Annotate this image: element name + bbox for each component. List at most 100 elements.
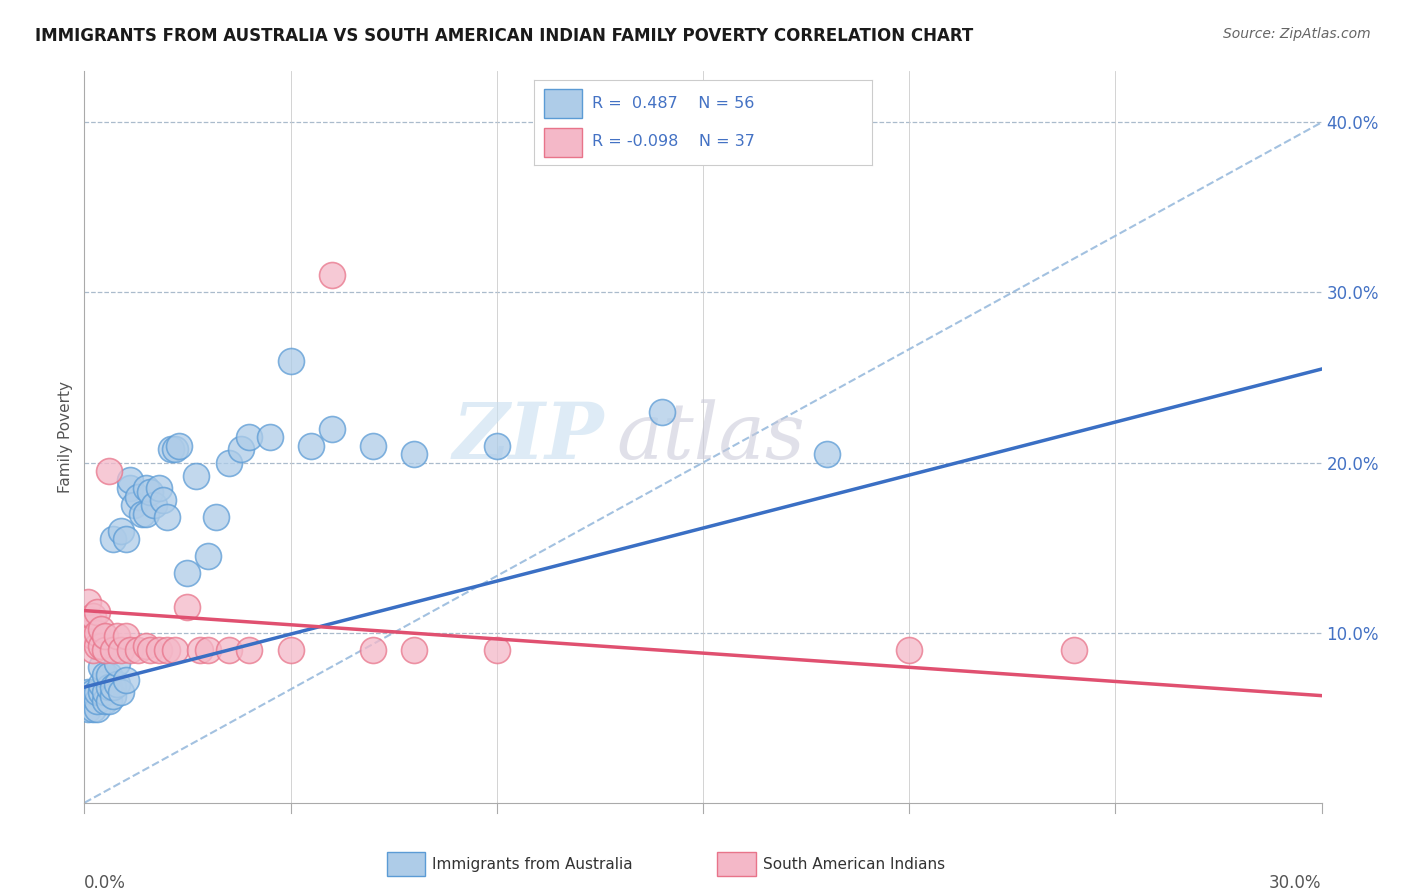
Point — [110, 524, 132, 538]
Point — [148, 481, 170, 495]
Point — [110, 685, 132, 699]
Point — [280, 642, 302, 657]
Point — [165, 442, 187, 456]
Point — [127, 642, 149, 657]
Point — [86, 685, 108, 699]
Point — [176, 566, 198, 581]
Point — [299, 439, 322, 453]
Point — [77, 702, 100, 716]
Point — [103, 532, 125, 546]
Point — [90, 659, 112, 673]
Point — [167, 439, 190, 453]
Point — [105, 657, 128, 671]
Point — [135, 640, 157, 654]
Bar — [717, 853, 756, 876]
Text: South American Indians: South American Indians — [762, 857, 945, 871]
Point — [90, 640, 112, 654]
Text: Immigrants from Australia: Immigrants from Australia — [433, 857, 633, 871]
Point — [82, 642, 104, 657]
Point — [143, 498, 166, 512]
Point — [321, 268, 343, 283]
Text: atlas: atlas — [616, 399, 806, 475]
Point — [82, 608, 104, 623]
Point — [238, 430, 260, 444]
Point — [197, 642, 219, 657]
Point — [94, 668, 117, 682]
Point — [114, 532, 136, 546]
Point — [77, 625, 100, 640]
Point — [259, 430, 281, 444]
Point — [131, 507, 153, 521]
Point — [105, 629, 128, 643]
Point — [135, 481, 157, 495]
Point — [1063, 642, 1085, 657]
Point — [118, 481, 141, 495]
Point — [404, 642, 426, 657]
Point — [361, 439, 384, 453]
Point — [103, 689, 125, 703]
Text: 0.0%: 0.0% — [84, 874, 127, 892]
Point — [86, 694, 108, 708]
Point — [77, 595, 100, 609]
Point — [184, 469, 207, 483]
Bar — [544, 128, 582, 157]
Point — [156, 510, 179, 524]
Point — [404, 447, 426, 461]
Point — [82, 629, 104, 643]
Point — [152, 493, 174, 508]
Point — [197, 549, 219, 563]
Point — [127, 490, 149, 504]
Point — [90, 677, 112, 691]
Point — [651, 404, 673, 418]
Text: R = -0.098    N = 37: R = -0.098 N = 37 — [592, 134, 755, 149]
Point — [103, 680, 125, 694]
Point — [118, 473, 141, 487]
Point — [148, 642, 170, 657]
Point — [176, 600, 198, 615]
Point — [90, 622, 112, 636]
Point — [815, 447, 838, 461]
Point — [98, 668, 121, 682]
Point — [238, 642, 260, 657]
Text: IMMIGRANTS FROM AUSTRALIA VS SOUTH AMERICAN INDIAN FAMILY POVERTY CORRELATION CH: IMMIGRANTS FROM AUSTRALIA VS SOUTH AMERI… — [35, 27, 973, 45]
Point — [94, 642, 117, 657]
Point — [86, 702, 108, 716]
Text: 30.0%: 30.0% — [1270, 874, 1322, 892]
Point — [898, 642, 921, 657]
Point — [94, 629, 117, 643]
Point — [77, 612, 100, 626]
Point — [135, 507, 157, 521]
Point — [485, 642, 508, 657]
Point — [205, 510, 228, 524]
Point — [86, 625, 108, 640]
Point — [160, 442, 183, 456]
Point — [229, 442, 252, 456]
Text: Source: ZipAtlas.com: Source: ZipAtlas.com — [1223, 27, 1371, 41]
Point — [321, 421, 343, 435]
Point — [218, 456, 240, 470]
Point — [122, 498, 145, 512]
Point — [188, 642, 211, 657]
Point — [280, 353, 302, 368]
Y-axis label: Family Poverty: Family Poverty — [58, 381, 73, 493]
Point — [82, 702, 104, 716]
Bar — [544, 89, 582, 118]
Point — [165, 642, 187, 657]
Point — [110, 642, 132, 657]
Bar — [387, 853, 425, 876]
Point — [103, 642, 125, 657]
Point — [139, 642, 162, 657]
Point — [114, 673, 136, 688]
Point — [86, 640, 108, 654]
Text: ZIP: ZIP — [453, 399, 605, 475]
Point — [156, 642, 179, 657]
Point — [77, 685, 100, 699]
Point — [139, 484, 162, 499]
Text: R =  0.487    N = 56: R = 0.487 N = 56 — [592, 95, 754, 111]
Point — [105, 677, 128, 691]
Point — [98, 464, 121, 478]
Point — [82, 685, 104, 699]
Point — [90, 685, 112, 699]
Point — [361, 642, 384, 657]
Point — [86, 605, 108, 619]
